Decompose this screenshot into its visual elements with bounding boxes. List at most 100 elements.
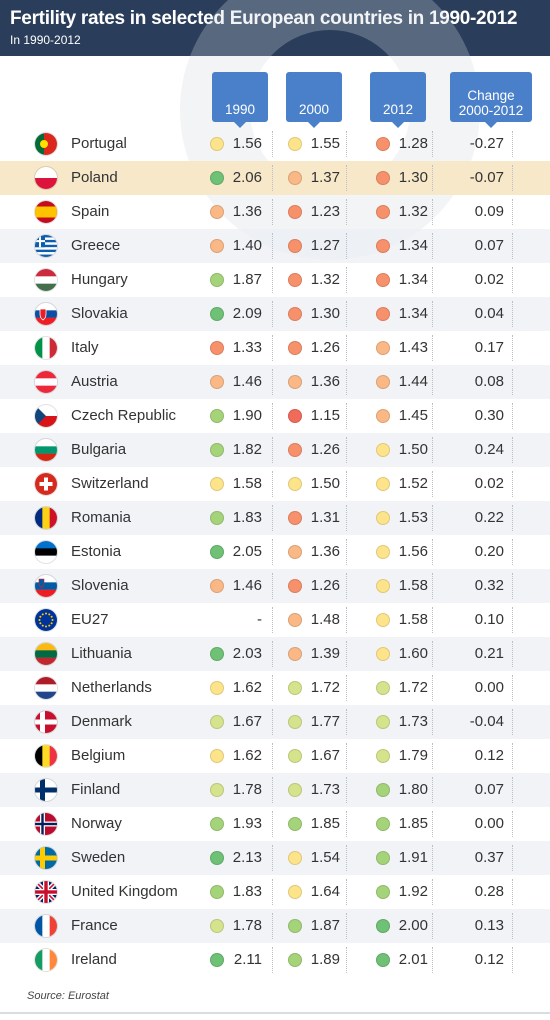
column-separator [512, 199, 513, 225]
column-separator [512, 505, 513, 531]
table-row: Slovenia 1.46 1.26 1.58 0.32 [0, 569, 550, 603]
eu-flag-icon [35, 609, 57, 631]
value-1990: 1.83 [232, 509, 262, 526]
value-dot-2012 [376, 851, 390, 865]
value-change: 0.02 [474, 271, 504, 288]
column-separator [346, 471, 347, 497]
value-1990: 1.46 [232, 373, 262, 390]
column-separator [272, 403, 273, 429]
value-dot-2000 [288, 137, 302, 151]
country-name: Sweden [71, 849, 126, 866]
united-kingdom-flag-icon [35, 881, 57, 903]
table-row: Ireland 2.11 1.89 2.01 0.12 [0, 943, 550, 977]
country-name: Bulgaria [71, 441, 127, 458]
country-name: Lithuania [71, 645, 132, 662]
value-2012: 1.79 [398, 747, 428, 764]
value-change: 0.30 [474, 407, 504, 424]
portugal-flag-icon [35, 133, 57, 155]
value-1990: 2.13 [232, 849, 262, 866]
column-separator [346, 369, 347, 395]
table-row: Finland 1.78 1.73 1.80 0.07 [0, 773, 550, 807]
column-separator [512, 675, 513, 701]
column-separator [432, 573, 433, 599]
value-dot-2000 [288, 409, 302, 423]
value-2012: 1.34 [398, 305, 428, 322]
value-1990: 2.11 [233, 951, 262, 968]
sweden-flag-icon [35, 847, 57, 869]
value-dot-1990 [210, 273, 224, 287]
column-separator [432, 777, 433, 803]
romania-flag-icon [35, 507, 57, 529]
value-1990: 1.62 [232, 679, 262, 696]
value-dot-2000 [288, 749, 302, 763]
column-separator [512, 403, 513, 429]
france-flag-icon [35, 915, 57, 937]
value-dot-1990 [210, 375, 224, 389]
value-change: -0.27 [469, 135, 504, 152]
value-2000: 1.89 [310, 951, 340, 968]
column-separator [346, 165, 347, 191]
value-1990: 1.46 [232, 577, 262, 594]
value-2000: 1.23 [310, 203, 340, 220]
value-dot-2000 [288, 239, 302, 253]
column-separator [272, 777, 273, 803]
value-2000: 1.50 [310, 475, 340, 492]
value-2012: 1.50 [398, 441, 428, 458]
column-separator [272, 131, 273, 157]
column-separator [346, 913, 347, 939]
value-2012: 1.92 [398, 883, 428, 900]
column-separator [432, 267, 433, 293]
value-2012: 1.32 [398, 203, 428, 220]
value-1990: - [257, 611, 262, 628]
value-dot-2012 [376, 579, 390, 593]
country-name: Denmark [71, 713, 132, 730]
table-row: Estonia 2.05 1.36 1.56 0.20 [0, 535, 550, 569]
value-change: 0.24 [474, 441, 504, 458]
column-separator [272, 879, 273, 905]
column-separator [512, 641, 513, 667]
column-separator [432, 539, 433, 565]
value-change: 0.12 [474, 951, 504, 968]
belgium-flag-icon [35, 745, 57, 767]
column-header-change: Change 2000-2012 [450, 72, 532, 128]
column-separator [432, 879, 433, 905]
column-separator [432, 845, 433, 871]
column-separator [272, 301, 273, 327]
value-dot-1990 [210, 307, 224, 321]
country-name: Slovenia [71, 577, 129, 594]
value-dot-2000 [288, 647, 302, 661]
column-separator [432, 131, 433, 157]
value-dot-2000 [288, 375, 302, 389]
italy-flag-icon [35, 337, 57, 359]
column-separator [346, 505, 347, 531]
table-row: Switzerland 1.58 1.50 1.52 0.02 [0, 467, 550, 501]
value-dot-2000 [288, 171, 302, 185]
column-separator [272, 505, 273, 531]
value-change: 0.10 [474, 611, 504, 628]
value-dot-1990 [210, 137, 224, 151]
value-dot-2000 [288, 681, 302, 695]
column-separator [346, 437, 347, 463]
value-dot-2000 [288, 511, 302, 525]
value-dot-1990 [210, 239, 224, 253]
value-2012: 1.60 [398, 645, 428, 662]
column-separator [432, 947, 433, 973]
column-separator [432, 743, 433, 769]
country-name: Czech Republic [71, 407, 177, 424]
country-name: Romania [71, 509, 132, 526]
value-2012: 1.91 [398, 849, 428, 866]
country-name: EU27 [71, 611, 109, 628]
column-header-2012: 2012 [370, 72, 426, 128]
czech-republic-flag-icon [35, 405, 57, 427]
value-dot-1990 [210, 783, 224, 797]
country-name: Slovakia [71, 305, 128, 322]
bulgaria-flag-icon [35, 439, 57, 461]
value-dot-2000 [288, 273, 302, 287]
table-row: Netherlands 1.62 1.72 1.72 0.00 [0, 671, 550, 705]
column-separator [432, 165, 433, 191]
column-separator [512, 267, 513, 293]
value-dot-1990 [210, 715, 224, 729]
column-separator [346, 879, 347, 905]
value-2000: 1.26 [310, 441, 340, 458]
value-1990: 2.05 [232, 543, 262, 560]
